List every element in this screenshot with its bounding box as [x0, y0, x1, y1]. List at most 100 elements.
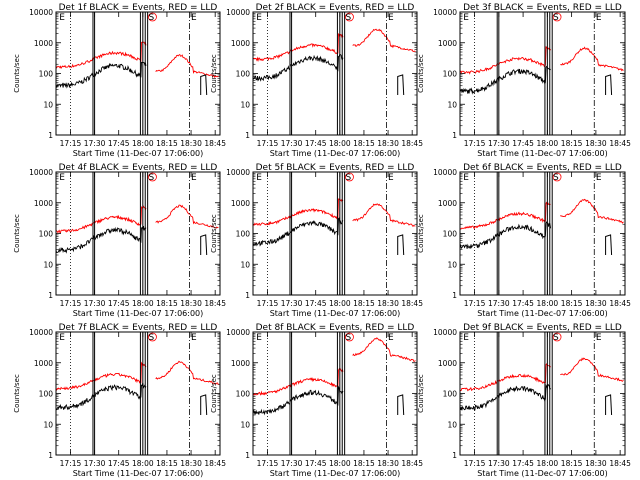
y-tick-label: 1: [452, 451, 457, 460]
y-tick-label: 1: [452, 291, 457, 300]
x-tick-label: 18:45: [204, 139, 226, 148]
plot-area: [56, 332, 219, 455]
x-tick-label: 17:15: [464, 299, 486, 308]
x-tick-label: 18:15: [156, 139, 178, 148]
y-tick-label: 1000: [438, 359, 457, 368]
x-tick-label: 17:30: [488, 459, 510, 468]
plot-area: [253, 172, 416, 295]
y-tick-label: 100: [39, 70, 54, 79]
series-events-line: [253, 53, 344, 82]
series-events-line: [56, 225, 147, 254]
x-tick-label: 18:30: [180, 139, 202, 148]
series-lld-line: [352, 337, 416, 362]
y-tick-label: 1: [48, 451, 53, 460]
x-tick-label: 18:45: [609, 299, 631, 308]
y-tick-label: 10000: [433, 328, 457, 337]
y-tick-label: 1000: [34, 199, 53, 208]
chart-title: Det 8f BLACK = Events, RED = LLD: [256, 323, 415, 333]
chart-panel-2: Det 2f BLACK = Events, RED = LLD Start Ti…: [210, 3, 423, 158]
x-tick-label: 17:30: [84, 299, 106, 308]
saa-marker: [345, 12, 354, 22]
x-tick-label: 18:00: [329, 299, 351, 308]
y-axis-label: Counts/sec: [417, 374, 425, 413]
series-events-line: [397, 394, 405, 416]
series-events-line: [605, 394, 613, 416]
plot-frame: [459, 11, 626, 136]
y-tick-label: 100: [443, 230, 458, 239]
x-tick-label: 17:45: [305, 139, 327, 148]
x-tick-label: 17:45: [512, 299, 534, 308]
x-axis-label: Start Time (11-Dec-07 17:06:00): [477, 469, 608, 478]
x-tick-label: 18:00: [537, 459, 559, 468]
saa-marker: [345, 332, 354, 342]
y-tick-label: 10000: [29, 168, 53, 177]
x-tick-label: 18:00: [329, 139, 351, 148]
plot-area: [253, 12, 416, 135]
x-tick-label: 17:45: [108, 299, 130, 308]
marker-label: E: [59, 333, 65, 343]
y-tick-label: 100: [236, 230, 251, 239]
chart-title: Det 1f BLACK = Events, RED = LLD: [59, 3, 218, 13]
y-tick-label: 10: [447, 260, 457, 269]
y-tick-label: 1: [245, 291, 250, 300]
y-tick-label: 1: [245, 451, 250, 460]
plot-frame: [459, 171, 626, 296]
x-tick-label: 17:30: [84, 139, 106, 148]
chart-panel-7: Det 7f BLACK = Events, RED = LLD Start Ti…: [13, 323, 226, 478]
series-lld-line: [56, 361, 147, 391]
marker-label: E: [191, 173, 197, 183]
series-lld-line: [560, 46, 624, 72]
x-tick-label: 17:30: [488, 299, 510, 308]
x-tick-label: 17:30: [281, 299, 303, 308]
marker-label: S: [553, 173, 559, 183]
plot-frame: [252, 11, 418, 136]
saa-marker: [148, 332, 157, 342]
marker-label: E: [59, 173, 65, 183]
x-axis-label: Start Time (11-Dec-07 17:06:00): [73, 309, 204, 318]
x-tick-label: 18:30: [180, 299, 202, 308]
marker-label: E: [256, 173, 262, 183]
marker-label: E: [256, 13, 262, 23]
saa-marker: [345, 172, 354, 182]
x-tick-label: 18:45: [609, 459, 631, 468]
series-events-line: [56, 61, 147, 89]
chart-panel-4: Det 4f BLACK = Events, RED = LLD Start Ti…: [13, 163, 226, 318]
y-tick-label: 10000: [433, 8, 457, 17]
y-tick-label: 1000: [34, 359, 53, 368]
saa-marker: [552, 172, 562, 182]
y-axis-label: Counts/sec: [417, 214, 425, 253]
series-events-line: [253, 385, 344, 416]
chart-title: Det 5f BLACK = Events, RED = LLD: [256, 163, 415, 173]
x-tick-label: 18:00: [132, 139, 154, 148]
y-tick-label: 10000: [29, 328, 53, 337]
series-lld-line: [253, 33, 344, 63]
y-tick-label: 10: [447, 420, 457, 429]
x-tick-label: 18:15: [353, 459, 375, 468]
x-axis-label: Start Time (11-Dec-07 17:06:00): [270, 309, 401, 318]
y-tick-label: 1000: [438, 199, 457, 208]
y-axis-label: Counts/sec: [210, 54, 218, 93]
plot-frame: [252, 331, 418, 456]
plot-frame: [252, 171, 418, 296]
x-tick-label: 18:30: [585, 459, 607, 468]
x-tick-label: 17:15: [464, 139, 486, 148]
y-tick-label: 1000: [34, 39, 53, 48]
x-tick-label: 18:45: [204, 459, 226, 468]
y-axis-label: Counts/sec: [417, 54, 425, 93]
series-lld-line: [56, 205, 147, 234]
series-events-line: [200, 234, 208, 256]
y-tick-label: 10: [43, 260, 53, 269]
x-axis-label: Start Time (11-Dec-07 17:06:00): [270, 149, 401, 158]
x-tick-label: 17:45: [305, 459, 327, 468]
x-axis-label: Start Time (11-Dec-07 17:06:00): [477, 149, 608, 158]
y-tick-label: 1000: [231, 39, 250, 48]
y-tick-label: 1: [245, 131, 250, 140]
marker-label: S: [148, 173, 154, 183]
series-events-line: [605, 234, 613, 256]
series-lld-line: [253, 198, 344, 226]
marker-label: E: [256, 333, 262, 343]
y-tick-label: 1000: [438, 39, 457, 48]
chart-title: Det 4f BLACK = Events, RED = LLD: [59, 163, 218, 173]
series-lld-line: [460, 363, 551, 392]
